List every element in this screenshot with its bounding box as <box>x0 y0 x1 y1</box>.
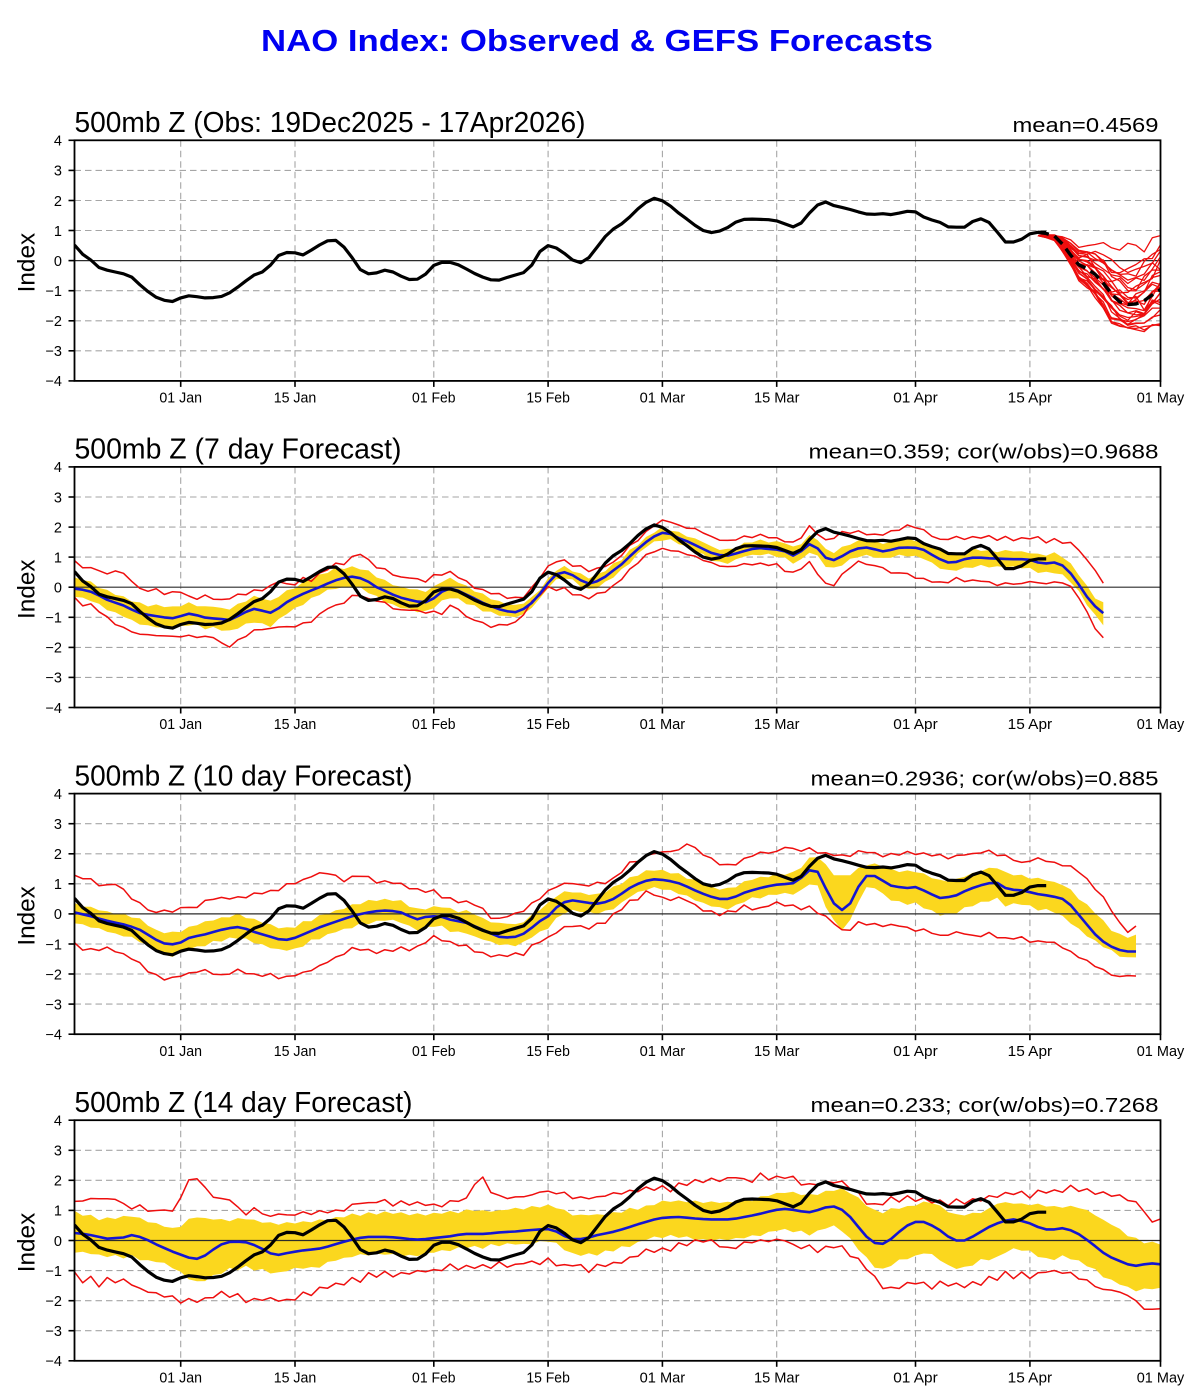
svg-text:01 Mar: 01 Mar <box>640 1043 686 1060</box>
svg-text:500mb Z (7 day Forecast): 500mb Z (7 day Forecast) <box>75 434 402 466</box>
svg-text:3: 3 <box>54 490 62 506</box>
svg-text:2: 2 <box>54 194 62 210</box>
svg-text:15 Apr: 15 Apr <box>1008 716 1053 733</box>
svg-text:0: 0 <box>54 907 62 923</box>
svg-text:−3: −3 <box>45 1324 62 1340</box>
svg-text:−2: −2 <box>45 641 62 657</box>
svg-text:15 Mar: 15 Mar <box>754 716 800 733</box>
svg-text:2: 2 <box>54 1174 62 1190</box>
svg-text:1: 1 <box>54 550 62 566</box>
svg-text:15 Apr: 15 Apr <box>1008 1370 1053 1387</box>
svg-text:−4: −4 <box>45 374 62 390</box>
svg-text:01 Mar: 01 Mar <box>640 1370 686 1387</box>
svg-text:NAO Index: Observed & GEFS For: NAO Index: Observed & GEFS Forecasts <box>261 23 933 58</box>
svg-text:Index: Index <box>14 233 41 293</box>
svg-text:15 Feb: 15 Feb <box>526 716 570 733</box>
svg-text:500mb Z (10 day Forecast): 500mb Z (10 day Forecast) <box>75 760 413 792</box>
svg-text:01 Feb: 01 Feb <box>412 1043 456 1060</box>
svg-text:15 Jan: 15 Jan <box>274 1043 317 1060</box>
svg-text:3: 3 <box>54 817 62 833</box>
svg-text:−1: −1 <box>45 1264 62 1280</box>
svg-text:01 May: 01 May <box>1137 390 1185 407</box>
svg-text:15 Feb: 15 Feb <box>526 390 570 407</box>
svg-text:−3: −3 <box>45 671 62 687</box>
svg-text:01 Apr: 01 Apr <box>893 716 938 733</box>
svg-text:4: 4 <box>54 460 62 476</box>
svg-text:01 Mar: 01 Mar <box>640 390 686 407</box>
svg-text:01 Feb: 01 Feb <box>412 716 456 733</box>
svg-text:4: 4 <box>54 134 62 150</box>
svg-text:mean=0.2936; cor(w/obs)=0.885: mean=0.2936; cor(w/obs)=0.885 <box>811 768 1159 790</box>
svg-text:0: 0 <box>54 1234 62 1250</box>
svg-text:01 Jan: 01 Jan <box>159 390 202 407</box>
svg-text:−1: −1 <box>45 937 62 953</box>
svg-text:−4: −4 <box>45 1354 62 1370</box>
svg-text:1: 1 <box>54 224 62 240</box>
svg-text:01 Jan: 01 Jan <box>159 716 202 733</box>
svg-text:mean=0.359; cor(w/obs)=0.9688: mean=0.359; cor(w/obs)=0.9688 <box>809 442 1159 464</box>
svg-text:01 Jan: 01 Jan <box>159 1043 202 1060</box>
svg-text:0: 0 <box>54 254 62 270</box>
svg-text:15 Mar: 15 Mar <box>754 390 800 407</box>
svg-text:−2: −2 <box>45 314 62 330</box>
svg-text:Index: Index <box>14 1213 41 1273</box>
svg-text:15 Mar: 15 Mar <box>754 1370 800 1387</box>
svg-text:01 Apr: 01 Apr <box>893 1370 938 1387</box>
svg-text:01 Feb: 01 Feb <box>412 390 456 407</box>
svg-text:15 Apr: 15 Apr <box>1008 390 1053 407</box>
svg-text:01 May: 01 May <box>1137 1370 1185 1387</box>
svg-text:4: 4 <box>54 1114 62 1130</box>
svg-text:01 Feb: 01 Feb <box>412 1370 456 1387</box>
svg-text:15 Feb: 15 Feb <box>526 1043 570 1060</box>
svg-text:01 Mar: 01 Mar <box>640 716 686 733</box>
svg-text:500mb Z (Obs: 19Dec2025 - 17Ap: 500mb Z (Obs: 19Dec2025 - 17Apr2026) <box>75 107 586 139</box>
svg-text:15 Mar: 15 Mar <box>754 1043 800 1060</box>
svg-text:Index: Index <box>14 559 41 619</box>
svg-text:01 Apr: 01 Apr <box>893 390 938 407</box>
svg-text:1: 1 <box>54 1204 62 1220</box>
svg-text:01 May: 01 May <box>1137 716 1185 733</box>
svg-text:01 Apr: 01 Apr <box>893 1043 938 1060</box>
svg-text:0: 0 <box>54 581 62 597</box>
svg-text:01 May: 01 May <box>1137 1043 1185 1060</box>
svg-text:−2: −2 <box>45 1294 62 1310</box>
svg-text:15 Jan: 15 Jan <box>274 390 317 407</box>
svg-text:2: 2 <box>54 847 62 863</box>
svg-text:−3: −3 <box>45 997 62 1013</box>
svg-text:15 Feb: 15 Feb <box>526 1370 570 1387</box>
svg-text:−4: −4 <box>45 1028 62 1044</box>
svg-text:4: 4 <box>54 787 62 803</box>
svg-text:−2: −2 <box>45 967 62 983</box>
svg-text:1: 1 <box>54 877 62 893</box>
svg-text:Index: Index <box>14 886 41 946</box>
svg-text:15 Apr: 15 Apr <box>1008 1043 1053 1060</box>
svg-text:−3: −3 <box>45 344 62 360</box>
svg-text:15 Jan: 15 Jan <box>274 1370 317 1387</box>
svg-text:3: 3 <box>54 1144 62 1160</box>
svg-text:−1: −1 <box>45 284 62 300</box>
svg-text:−4: −4 <box>45 701 62 717</box>
svg-text:15 Jan: 15 Jan <box>274 716 317 733</box>
svg-text:3: 3 <box>54 164 62 180</box>
svg-text:2: 2 <box>54 520 62 536</box>
svg-text:01 Jan: 01 Jan <box>159 1370 202 1387</box>
svg-text:mean=0.233; cor(w/obs)=0.7268: mean=0.233; cor(w/obs)=0.7268 <box>811 1095 1159 1117</box>
svg-text:−1: −1 <box>45 611 62 627</box>
svg-text:500mb Z (14 day Forecast): 500mb Z (14 day Forecast) <box>75 1087 413 1119</box>
svg-text:mean=0.4569: mean=0.4569 <box>1013 115 1159 137</box>
